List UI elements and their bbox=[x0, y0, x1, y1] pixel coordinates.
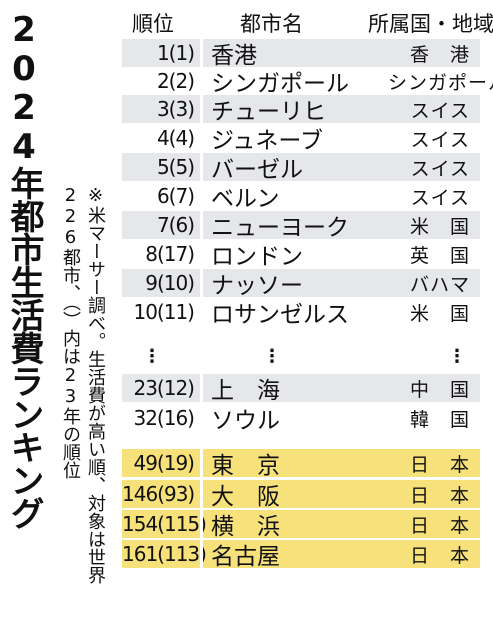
rank-cell: 1(1) bbox=[156, 41, 195, 65]
city-cell: 上 海 bbox=[200, 374, 388, 404]
rank-cell: 6(7) bbox=[156, 184, 195, 208]
source-note: ※米マーサー調べ。生活費が高い順、対象は世界226都市、（）内は23年の順位 bbox=[60, 185, 106, 584]
rank-cell: 2(2) bbox=[156, 69, 195, 93]
rank-cell: 7(6) bbox=[156, 213, 195, 237]
rank-cell: 49(19) bbox=[133, 451, 195, 475]
country-cell: 中 国 bbox=[409, 378, 470, 401]
rank-cell: 5(5) bbox=[156, 155, 195, 179]
rank-cell: 8(17) bbox=[145, 242, 195, 266]
country-cell: 英 国 bbox=[409, 244, 470, 267]
header-country: 所属国・地域 bbox=[368, 12, 493, 36]
city-cell: 香港 bbox=[200, 39, 388, 69]
table-row: 49(19) 東 京日 本 bbox=[122, 449, 480, 479]
rank-cell: 154(115) bbox=[122, 512, 207, 536]
rank-cell: 23(12) bbox=[133, 376, 195, 400]
country-cell: スイス bbox=[410, 186, 470, 209]
table-row: 6(7) ベルン スイス bbox=[122, 182, 480, 212]
ellipsis-country: ⋮ bbox=[448, 346, 466, 367]
table-row: 10(11) ロサンゼルス米 国 bbox=[122, 298, 480, 328]
table-row: 154(115) 横 浜日 本 bbox=[122, 510, 480, 540]
city-cell: チューリヒ bbox=[200, 95, 388, 125]
country-cell: 日 本 bbox=[409, 484, 470, 507]
table-row: 9(10) ナッソー バハマ bbox=[122, 269, 480, 299]
rank-cell: 32(16) bbox=[133, 406, 195, 430]
table-row: 4(4) ジュネーブ スイス bbox=[122, 124, 480, 154]
header-city: 都市名 bbox=[240, 12, 303, 36]
table-row: 2(2)シンガポールシンガポール bbox=[122, 67, 493, 97]
table-row: 3(3) チューリヒ スイス bbox=[122, 95, 480, 125]
country-cell: 米 国 bbox=[409, 215, 470, 238]
table-row: 7(6) ニューヨーク米 国 bbox=[122, 211, 480, 241]
rank-cell: 4(4) bbox=[156, 126, 195, 150]
table-row: 146(93) 大 阪日 本 bbox=[122, 480, 480, 510]
city-cell: ナッソー bbox=[200, 269, 388, 299]
rank-cell: 9(10) bbox=[145, 271, 195, 295]
rank-cell: 10(11) bbox=[133, 300, 195, 324]
country-cell: 韓 国 bbox=[409, 408, 470, 431]
city-cell: シンガポール bbox=[200, 67, 388, 97]
country-cell: スイス bbox=[410, 99, 470, 122]
city-cell: バーゼル bbox=[200, 153, 388, 183]
rank-cell: 146(93) bbox=[122, 482, 195, 506]
country-cell: シンガポール bbox=[388, 71, 493, 94]
header-rank: 順位 bbox=[132, 12, 174, 36]
city-cell: ソウル bbox=[200, 404, 388, 434]
country-cell: 日 本 bbox=[409, 544, 470, 567]
country-cell: バハマ bbox=[409, 273, 470, 296]
city-cell: ロサンゼルス bbox=[200, 298, 388, 328]
city-cell: 横 浜 bbox=[200, 510, 388, 540]
table-row: 5(5) バーゼル スイス bbox=[122, 153, 480, 183]
city-cell: ニューヨーク bbox=[200, 211, 388, 241]
table-row: 161(113) 名古屋日 本 bbox=[122, 540, 480, 570]
city-cell: 東 京 bbox=[200, 449, 388, 479]
country-cell: 日 本 bbox=[409, 514, 470, 537]
city-cell: ジュネーブ bbox=[200, 124, 388, 154]
table-row: 23(12) 上 海中 国 bbox=[122, 374, 480, 404]
page-title: 2024年都市生活費ランキング bbox=[4, 10, 44, 529]
country-cell: 日 本 bbox=[409, 453, 470, 476]
rank-cell: 161(113) bbox=[122, 542, 207, 566]
city-cell: 大 阪 bbox=[200, 480, 388, 510]
country-cell: スイス bbox=[410, 157, 470, 180]
city-cell: 名古屋 bbox=[200, 540, 388, 570]
city-cell: ロンドン bbox=[200, 240, 388, 270]
country-cell: スイス bbox=[410, 128, 470, 151]
country-cell: 米 国 bbox=[409, 302, 470, 325]
table-row: 1(1) 香港香 港 bbox=[122, 39, 480, 69]
ellipsis-rank: ⋮ bbox=[143, 346, 161, 367]
city-cell: ベルン bbox=[200, 182, 388, 212]
table-row: 8(17) ロンドン英 国 bbox=[122, 240, 480, 270]
ellipsis-city: ⋮ bbox=[263, 346, 281, 367]
country-cell: 香 港 bbox=[409, 43, 470, 66]
table-row: 32(16) ソウル韓 国 bbox=[122, 404, 480, 434]
rank-cell: 3(3) bbox=[156, 97, 195, 121]
